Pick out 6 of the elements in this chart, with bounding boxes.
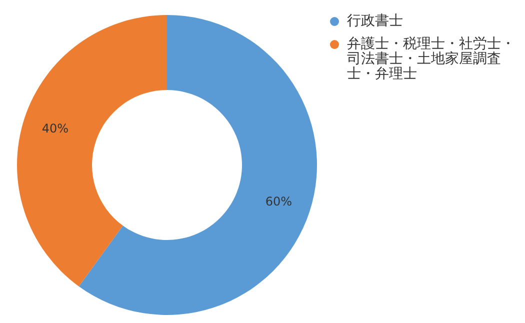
legend-label: 弁護士・税理士・社労士・司法書士・土地家屋調査士・弁理士: [347, 36, 516, 82]
donut-slice: [78, 15, 317, 315]
legend-label: 行政書士: [347, 13, 403, 29]
donut-slice: [17, 15, 167, 286]
data-label: 60%: [265, 194, 292, 208]
data-label: 40%: [42, 122, 69, 136]
